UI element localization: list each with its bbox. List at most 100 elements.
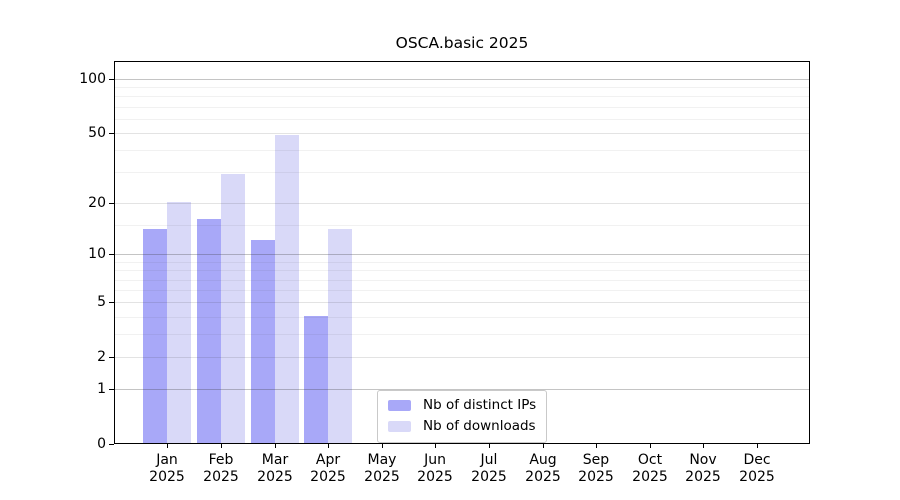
x-tick-label-year: 2025 [310, 469, 346, 485]
x-tick-label: Mar 2025 [242, 452, 308, 486]
gridline [115, 389, 809, 390]
plot-area [109, 61, 810, 448]
x-tick-label-year: 2025 [739, 469, 775, 485]
y-tick-mark [109, 203, 114, 204]
x-tick-label: Nov 2025 [670, 452, 736, 486]
gridline [115, 262, 809, 263]
x-tick-label-month: Apr [315, 452, 341, 468]
legend: Nb of distinct IPs Nb of downloads [377, 390, 548, 443]
gridline [115, 280, 809, 281]
y-tick-mark [109, 79, 114, 80]
x-tick-label-year: 2025 [471, 469, 507, 485]
bar-downloads-jan [167, 202, 191, 443]
x-tick-label-year: 2025 [364, 469, 400, 485]
x-tick-mark [435, 443, 436, 448]
legend-label: Nb of downloads [423, 418, 536, 434]
gridline [115, 87, 809, 88]
y-tick-label: 1 [97, 381, 106, 397]
y-tick-label: 2 [97, 349, 106, 365]
gridline [115, 357, 809, 358]
x-tick-label-month: Feb [208, 452, 234, 468]
x-tick-label-year: 2025 [685, 469, 721, 485]
gridline [115, 203, 809, 204]
x-tick-label-year: 2025 [525, 469, 561, 485]
x-tick-mark [328, 443, 329, 448]
legend-swatch-distinct-ips [388, 400, 411, 411]
x-tick-label-month: May [367, 452, 397, 468]
x-tick-label-month: Sep [582, 452, 610, 468]
y-tick-mark [109, 357, 114, 358]
x-tick-mark [167, 443, 168, 448]
y-tick-label: 5 [97, 294, 106, 310]
y-tick-mark [109, 133, 114, 134]
gridline [115, 254, 809, 255]
legend-item: Nb of downloads [388, 418, 536, 435]
x-tick-label-month: Jul [480, 452, 498, 468]
x-tick-label: May 2025 [349, 452, 415, 486]
legend-item: Nb of distinct IPs [388, 397, 536, 414]
bar-downloads-feb [221, 174, 245, 443]
x-tick-label-year: 2025 [578, 469, 614, 485]
x-tick-mark [489, 443, 490, 448]
x-tick-label-year: 2025 [417, 469, 453, 485]
x-tick-mark [757, 443, 758, 448]
gridline [115, 317, 809, 318]
x-tick-label-year: 2025 [203, 469, 239, 485]
bar-ips-jan [143, 229, 167, 443]
x-tick-label-month: Oct [637, 452, 663, 468]
y-tick-label: 50 [88, 125, 106, 141]
bar-downloads-mar [275, 135, 299, 443]
legend-label: Nb of distinct IPs [423, 397, 537, 413]
gridline [115, 150, 809, 151]
x-tick-label: Jul 2025 [456, 452, 522, 486]
bar-ips-mar [251, 240, 275, 443]
x-tick-mark [703, 443, 704, 448]
y-tick-label: 100 [79, 71, 106, 87]
bar-ips-apr [304, 316, 328, 443]
gridline [115, 79, 809, 80]
bar-downloads-apr [328, 229, 352, 443]
x-tick-mark [596, 443, 597, 448]
x-tick-mark [382, 443, 383, 448]
x-tick-label-year: 2025 [257, 469, 293, 485]
x-tick-mark [650, 443, 651, 448]
y-tick-label: 0 [97, 436, 106, 452]
gridline [115, 225, 809, 226]
gridline [115, 270, 809, 271]
y-tick-mark [109, 302, 114, 303]
chart-title: OSCA.basic 2025 [395, 34, 529, 52]
gridline [115, 334, 809, 335]
x-tick-label-year: 2025 [149, 469, 185, 485]
gridline [115, 107, 809, 108]
x-tick-mark [275, 443, 276, 448]
bar-ips-feb [197, 219, 221, 443]
x-tick-label-year: 2025 [632, 469, 668, 485]
x-tick-mark [221, 443, 222, 448]
gridline [115, 302, 809, 303]
gridline [115, 172, 809, 173]
x-tick-label: Feb 2025 [188, 452, 254, 486]
x-tick-label: Oct 2025 [617, 452, 683, 486]
y-tick-mark [109, 389, 114, 390]
y-tick-mark [109, 254, 114, 255]
x-tick-label-month: Mar [261, 452, 289, 468]
y-tick-label: 10 [88, 246, 106, 262]
x-tick-label: Apr 2025 [295, 452, 361, 486]
x-tick-label: Jun 2025 [402, 452, 468, 486]
gridline [115, 119, 809, 120]
x-tick-label-month: Dec [743, 452, 771, 468]
y-tick-label: 20 [88, 195, 106, 211]
y-tick-mark [109, 444, 114, 445]
gridline [115, 133, 809, 134]
legend-swatch-downloads [388, 421, 411, 432]
x-tick-label-month: Aug [529, 452, 557, 468]
gridline [115, 290, 809, 291]
x-tick-label: Jan 2025 [134, 452, 200, 486]
x-tick-label: Sep 2025 [563, 452, 629, 486]
gridline [115, 96, 809, 97]
x-tick-label-month: Jan [156, 452, 178, 468]
x-tick-label-month: Nov [689, 452, 717, 468]
x-tick-label: Aug 2025 [510, 452, 576, 486]
x-tick-label-month: Jun [424, 452, 446, 468]
